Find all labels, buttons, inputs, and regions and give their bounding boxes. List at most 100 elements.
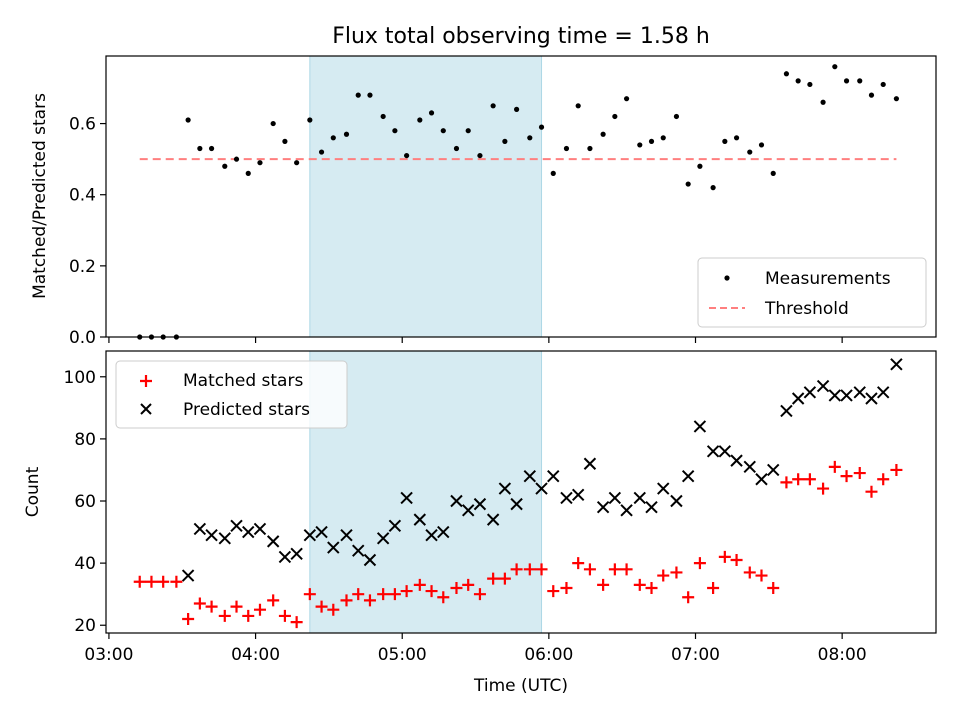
x-tick-label: 05:00 [378,645,427,665]
highlight-span-rect [309,55,543,338]
top-panel: 0.0 0.2 0.4 0.6 Matched/Predicted stars Mea… [30,55,937,348]
predicted-star-point [547,469,560,483]
matched-star-point [828,460,841,473]
matched-star-point [890,463,903,476]
matched-star-point [278,609,291,622]
measurement-point [807,81,813,88]
matched-star-point [133,575,146,588]
matched-star-point [437,591,450,604]
predicted-star-point [840,389,853,402]
predicted-star-point [413,513,427,526]
measurement-point [367,92,373,98]
matched-star-point [547,585,560,598]
measurement-point [282,138,288,144]
measurement-point [428,110,435,116]
matched-star-point [682,591,695,604]
legend-predicted-label: Predicted stars [183,400,310,420]
matched-star-point [743,566,756,579]
predicted-star-markers [181,358,903,582]
predicted-star-point [450,494,463,508]
measurement-point [245,170,251,176]
predicted-star-point [327,541,340,554]
legend-measurements-marker [724,275,730,281]
bottom-highlight-span [309,350,543,634]
measurement-point [538,124,545,130]
predicted-star-point [473,497,487,511]
predicted-star-point [560,491,573,505]
matched-star-point [290,616,303,629]
matched-star-point [853,467,866,480]
x-tick-label: 04:00 [231,645,280,665]
predicted-star-point [400,491,413,505]
matched-star-point [327,603,340,616]
predicted-star-point [218,532,231,545]
predicted-star-point [828,389,842,402]
matched-star-point [473,588,486,601]
measurement-point [820,99,826,105]
measurement-point [453,145,460,152]
predicted-star-point [266,535,280,548]
predicted-star-point [425,528,438,542]
measurement-point [404,152,410,159]
predicted-star-point [730,454,743,467]
matched-star-point [267,594,280,607]
x-tick-label: 03:00 [84,645,133,665]
predicted-star-point [388,519,402,533]
predicted-star-point [363,553,377,567]
matched-star-point [730,554,743,567]
predicted-star-point [877,386,890,399]
predicted-star-point [596,501,610,514]
matched-star-point [670,566,683,579]
matched-star-point [707,581,720,594]
predicted-star-point [816,379,830,393]
measurement-point [612,113,618,120]
matched-star-point [425,585,438,598]
measurement-point [637,142,643,148]
x-axis-label: Time (UTC) [473,676,568,696]
predicted-star-point [657,482,670,495]
matched-star-point [560,581,573,594]
bottom-legend-box [115,360,348,429]
predicted-star-point [693,420,707,433]
predicted-star-point [523,469,537,483]
matched-star-point [693,557,706,570]
matched-star-point [303,588,316,601]
matched-star-point [633,578,646,591]
predicted-star-point [230,519,243,533]
y-tick-label: 40 [74,554,96,574]
measurement-point [270,120,276,127]
measurement-point [465,128,471,134]
matched-star-point [242,609,255,622]
measurement-point [857,78,863,84]
y-tick-label: 0.6 [69,115,96,135]
legend-matched-label: Matched stars [183,371,303,391]
measurement-point [550,170,556,176]
matched-star-point [193,597,206,610]
predicted-star-point [608,491,622,505]
highlight-span-rect [309,350,543,634]
top-y-axis-label: Matched/Predicted stars [30,93,50,299]
top-legend: Measurements Threshold [697,257,927,328]
matched-star-point [462,578,475,591]
measurement-point [392,128,398,134]
measurement-point [685,181,691,187]
measurement-point [440,128,446,134]
measurement-point [660,135,666,141]
predicted-star-point [340,528,353,542]
matched-star-point [450,581,463,594]
top-x-ticks [108,337,843,343]
measurement-point [380,113,386,120]
measurement-point [893,96,900,102]
measurement-point [490,103,496,109]
matched-star-point [170,575,183,588]
measurement-point [733,135,740,141]
matched-star-point [523,563,536,576]
predicted-star-point [571,488,585,502]
predicted-star-point [486,513,500,526]
matched-star-point [377,588,390,601]
matched-star-point [572,557,585,570]
measurement-point [868,92,875,98]
measurement-point [783,71,790,77]
measurement-point [502,138,508,144]
